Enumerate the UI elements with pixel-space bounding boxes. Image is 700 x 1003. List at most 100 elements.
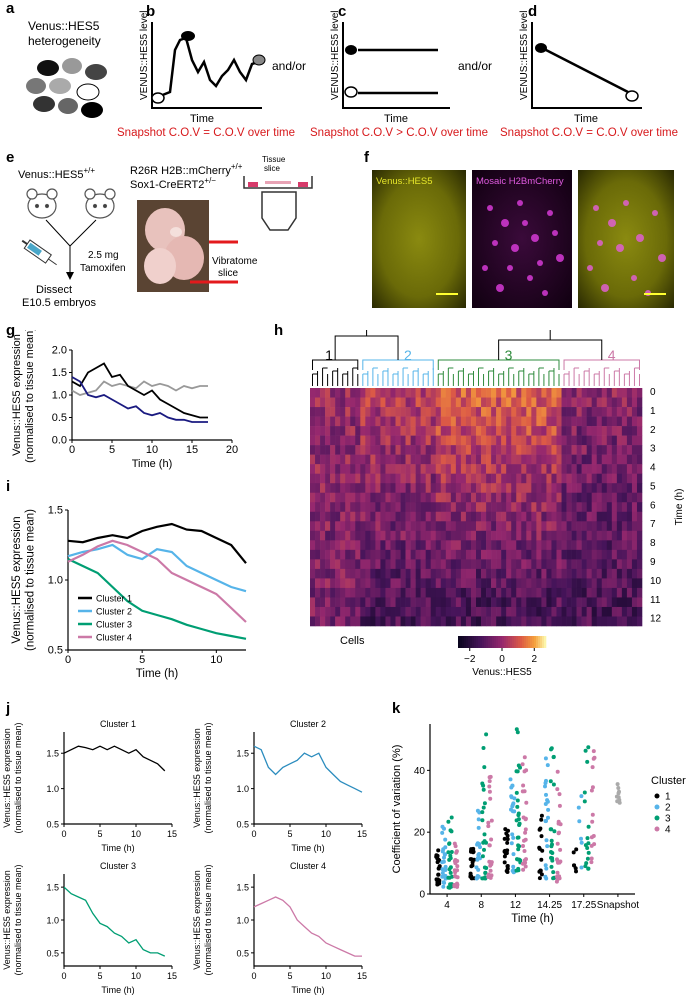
heatmap-cell [591, 587, 598, 598]
heatmap-cell [345, 426, 351, 436]
heatmap-cell [445, 388, 452, 398]
heatmap-cell [425, 597, 432, 608]
heatmap-cell [345, 568, 351, 579]
heatmap-cell [506, 511, 512, 522]
heatmap-cell [536, 568, 542, 579]
colorbar-segment [472, 636, 475, 648]
heatmap-cell [410, 492, 416, 503]
heatmap-cell [400, 530, 406, 541]
heatmap-cell [385, 597, 391, 608]
heatmap-cell [320, 473, 326, 484]
heatmap-cell [481, 597, 487, 608]
heatmap-cell [621, 549, 628, 560]
heatmap-cell [506, 597, 512, 608]
heatmap-cell [531, 587, 537, 598]
heatmap-cell [460, 388, 467, 398]
heatmap-cell [310, 540, 316, 551]
vibratome-label-2: slice [218, 268, 238, 279]
heatmap-cell [551, 407, 557, 417]
heatmap-cell [631, 587, 638, 598]
time-tick-label: 2 [650, 425, 656, 436]
heatmap-cell [385, 616, 391, 627]
heatmap-cell [410, 407, 416, 417]
heatmap-cell [420, 587, 426, 598]
heatmap-cell [310, 606, 316, 617]
heatmap-cell [576, 407, 582, 417]
heatmap-cell [380, 606, 386, 617]
colorbar-segment [502, 636, 505, 648]
heatmap-cell [546, 549, 552, 560]
heatmap-cell [496, 597, 502, 608]
heatmap-cell [576, 435, 582, 446]
heatmap-cell [636, 559, 643, 570]
heatmap-cell [571, 426, 577, 436]
heatmap-cell [465, 568, 472, 579]
heatmap-cell [315, 426, 321, 436]
y-tick-label: 20 [414, 828, 426, 839]
heatmap-cell [395, 473, 401, 484]
heatmap-cell [340, 521, 346, 532]
y-tick-label: 1.5 [52, 367, 67, 379]
heatmap-cell [440, 492, 447, 503]
heatmap-cell [551, 388, 557, 398]
heatmap-cell [636, 540, 643, 551]
heatmap-cell [486, 397, 492, 408]
heatmap-cell [315, 587, 321, 598]
heatmap-cell [571, 521, 577, 532]
heatmap-cell [375, 606, 381, 617]
heatmap-cell [380, 521, 386, 532]
heatmap-cell [596, 559, 603, 570]
heatmap-cell [586, 492, 592, 503]
heatmap-cell [440, 549, 447, 560]
scatter-point [489, 818, 494, 823]
heatmap-cell [491, 559, 497, 570]
heatmap-cell [345, 540, 351, 551]
y-tick-label: 0.5 [48, 645, 63, 657]
heatmap-cell [481, 473, 487, 484]
scatter-point [481, 876, 486, 881]
heatmap-cell [435, 454, 442, 465]
heatmap-cell [310, 416, 316, 427]
heatmap-cell [546, 388, 552, 398]
microscope-dish-icon [243, 176, 313, 231]
colorbar-segment [458, 636, 461, 648]
heatmap-cell [541, 483, 547, 494]
heatmap-cell [450, 597, 457, 608]
heatmap-cell [470, 483, 477, 494]
heatmap-cell [380, 492, 386, 503]
panel-label-h: h [274, 322, 284, 339]
heatmap-cell [435, 559, 442, 570]
heatmap-cell [601, 435, 608, 446]
heatmap-cell [551, 435, 557, 446]
heatmap-cell [631, 578, 638, 589]
heatmap-cell [425, 483, 432, 494]
scatter-point [582, 799, 587, 804]
heatmap-cell [511, 502, 517, 513]
heatmap-cell [370, 445, 376, 455]
heatmap-cell [601, 388, 608, 398]
heatmap-cell [310, 597, 316, 608]
scatter-point [487, 784, 492, 789]
heatmap-cell [551, 473, 557, 484]
heatmap-cell [415, 426, 421, 436]
heatmap-cell [481, 568, 487, 579]
heatmap-cell [405, 597, 411, 608]
chart-title: Cluster 3 [100, 861, 136, 871]
heatmap-cell [616, 530, 623, 541]
heatmap-cell [591, 597, 598, 608]
heatmap-cell [340, 483, 346, 494]
heatmap-cell [521, 435, 527, 446]
schematic-row-1: Venus::HES5 heterogeneity b VENUS::HES5 … [26, 3, 678, 139]
heatmap-cell [536, 530, 542, 541]
heatmap-cell [546, 445, 552, 455]
heatmap-cell [310, 483, 316, 494]
x-axis-label: Time (h) [291, 985, 324, 995]
heatmap-cell [476, 464, 482, 474]
heatmap-cell [516, 559, 522, 570]
heatmap-cell [611, 492, 618, 503]
heatmap-cell [581, 492, 587, 503]
series-line-navy [71, 376, 208, 423]
heatmap-cell [606, 416, 613, 427]
heatmap-cell [541, 606, 547, 617]
dendro-top [334, 335, 399, 348]
